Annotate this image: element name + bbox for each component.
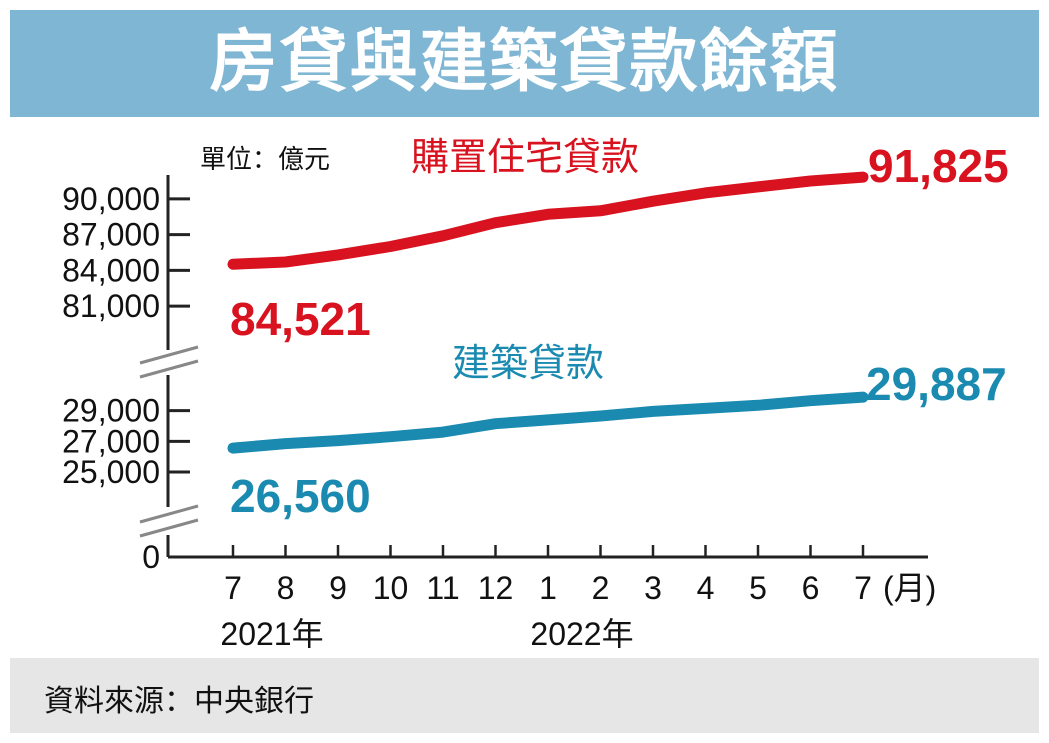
- axis-break-mark: [139, 518, 199, 538]
- year-label-2022: 2022年: [530, 616, 633, 650]
- x-tick-label: 5: [749, 570, 767, 606]
- end-value-label-housing: 91,825: [868, 140, 1009, 192]
- x-tick-label: 3: [644, 570, 662, 606]
- end-value-label-construction: 29,887: [866, 358, 1007, 410]
- source-text: 資料來源：中央銀行: [44, 684, 314, 719]
- x-tick-label: 2: [592, 570, 610, 606]
- y-tick-label: 27,000: [62, 423, 160, 459]
- title-banner: 房貸與建築貸款餘額: [10, 10, 1039, 117]
- y-tick-label: 25,000: [62, 454, 160, 490]
- x-tick-label: 11: [426, 570, 459, 606]
- y-tick-label-zero: 0: [142, 539, 160, 575]
- x-tick-label: 12: [478, 570, 514, 606]
- y-tick-label: 87,000: [62, 217, 160, 253]
- x-tick-label: 9: [329, 570, 347, 606]
- year-label-2021: 2021年: [220, 616, 323, 650]
- x-tick-label: 7: [224, 570, 242, 606]
- y-tick-label: 29,000: [62, 393, 160, 429]
- series-line-1: [227, 391, 869, 454]
- start-value-label-housing: 84,521: [230, 293, 371, 345]
- y-tick-label: 90,000: [62, 181, 160, 217]
- x-tick-label: 1: [539, 570, 557, 606]
- x-tick-label: 7: [854, 570, 872, 606]
- axis-break-mark: [139, 504, 199, 524]
- y-tick-label: 81,000: [62, 288, 160, 324]
- source-footer: 資料來源：中央銀行: [10, 658, 1039, 733]
- start-value-label-construction: 26,560: [230, 470, 371, 522]
- axis-break-mark: [139, 345, 199, 365]
- series-name-housing: 購置住宅貸款: [411, 137, 639, 179]
- x-tick-label: 4: [697, 570, 715, 606]
- y-tick-label: 84,000: [62, 252, 160, 288]
- x-unit-label: (月): [883, 570, 936, 606]
- series-line-0: [227, 171, 869, 270]
- axis-break-mark: [139, 359, 199, 379]
- x-tick-label: 10: [373, 570, 409, 606]
- unit-label: 單位：億元: [200, 144, 330, 174]
- series-name-construction: 建築貸款: [452, 343, 604, 385]
- chart-title: 房貸與建築貸款餘額: [209, 23, 840, 102]
- x-tick-label: 8: [277, 570, 295, 606]
- x-tick-label: 6: [802, 570, 820, 606]
